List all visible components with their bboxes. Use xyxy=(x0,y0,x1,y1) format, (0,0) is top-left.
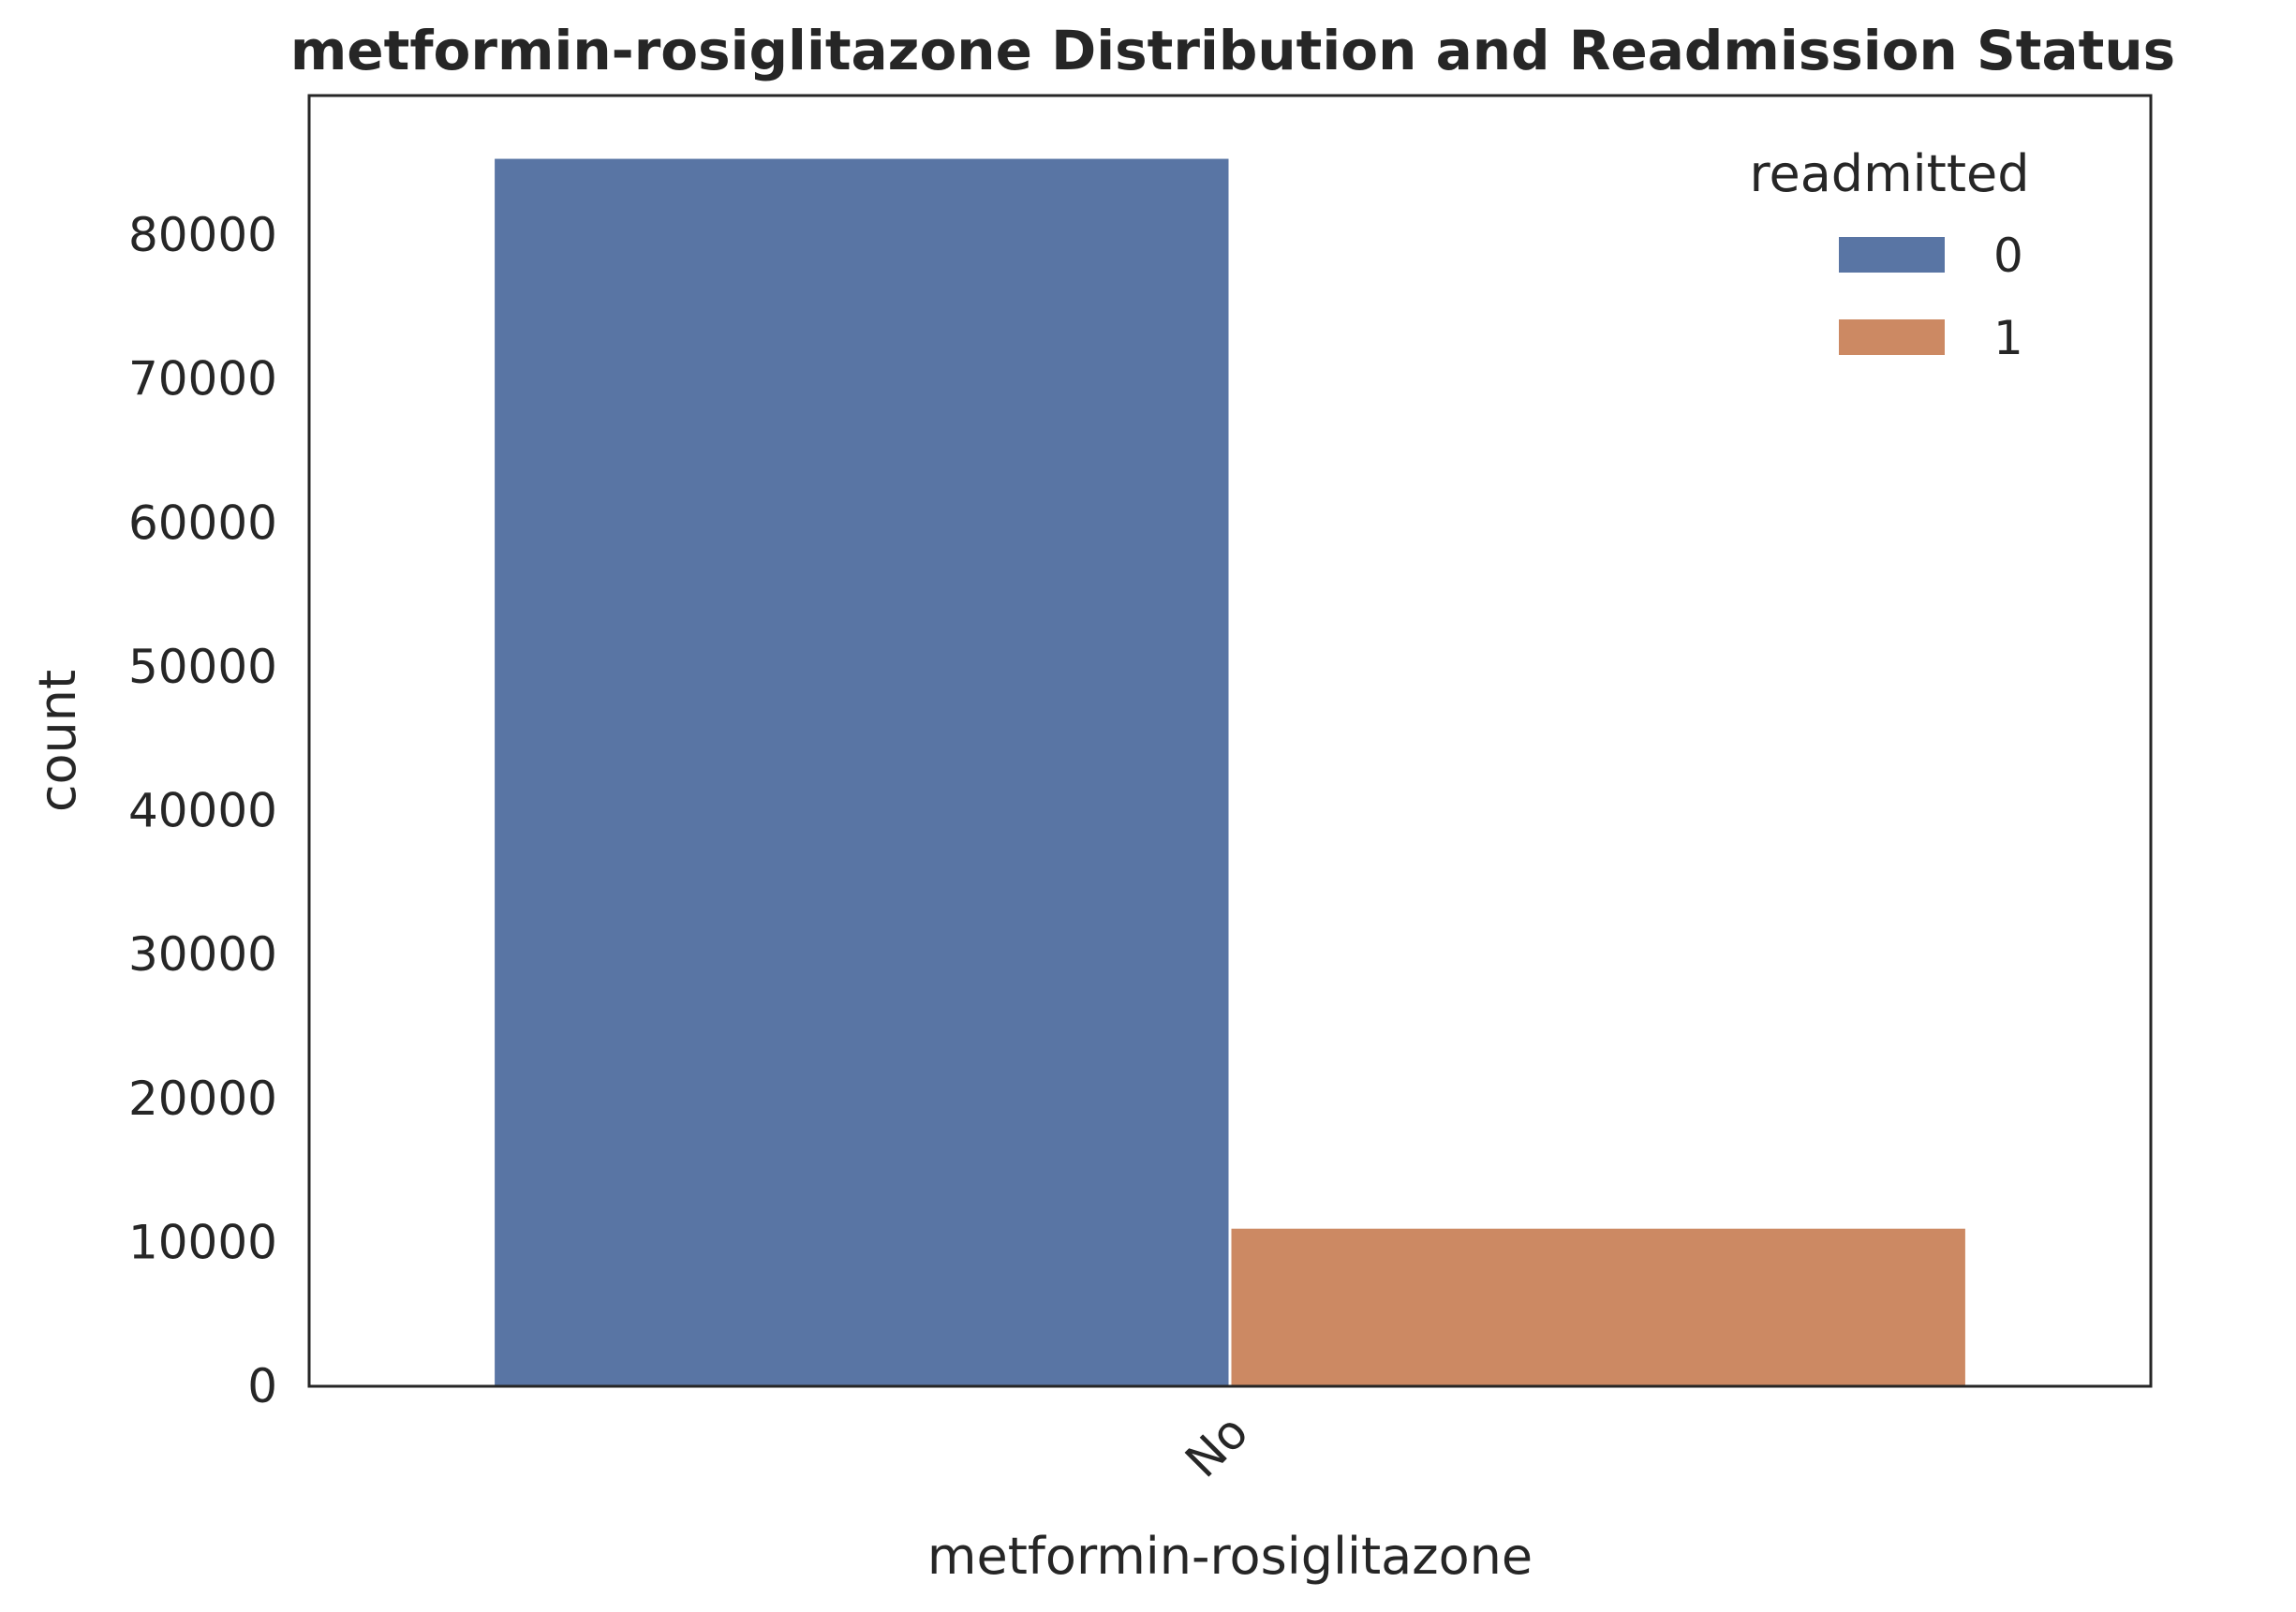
y-tick-label: 20000 xyxy=(128,1072,277,1126)
y-tick-label: 30000 xyxy=(128,927,277,982)
legend-label-0: 0 xyxy=(1993,229,2023,283)
y-axis-ticks: 0 10000 20000 30000 40000 50000 60000 70000 8000… xyxy=(128,208,277,1413)
y-tick-label: 40000 xyxy=(128,784,277,838)
x-tick-label: No xyxy=(1175,1404,1258,1487)
y-tick-label: 50000 xyxy=(128,640,277,694)
y-tick-label: 80000 xyxy=(128,208,277,262)
y-tick-label: 60000 xyxy=(128,495,277,550)
y-tick-label: 0 xyxy=(247,1359,277,1413)
legend-title: readmitted xyxy=(1749,144,2029,203)
x-axis-ticks: No xyxy=(1175,1404,1258,1487)
y-axis-label: count xyxy=(28,670,87,812)
legend-swatch-1 xyxy=(1839,319,1945,355)
chart-title: metformin-rosiglitazone Distribution and… xyxy=(290,19,2175,82)
legend: readmitted 01 xyxy=(1749,144,2029,365)
legend-swatch-0 xyxy=(1839,237,1945,273)
bar-no-readmitted-0 xyxy=(492,155,1232,1388)
bars-layer xyxy=(492,155,1968,1388)
y-tick-label: 70000 xyxy=(128,352,277,407)
y-tick-label: 10000 xyxy=(128,1215,277,1269)
bar-no-readmitted-1 xyxy=(1228,1225,1968,1388)
plot-area-frame xyxy=(307,94,2153,1388)
x-axis-label: metformin-rosiglitazone xyxy=(927,1527,1533,1586)
legend-entries: 01 xyxy=(1839,229,2023,365)
legend-label-1: 1 xyxy=(1993,311,2023,365)
